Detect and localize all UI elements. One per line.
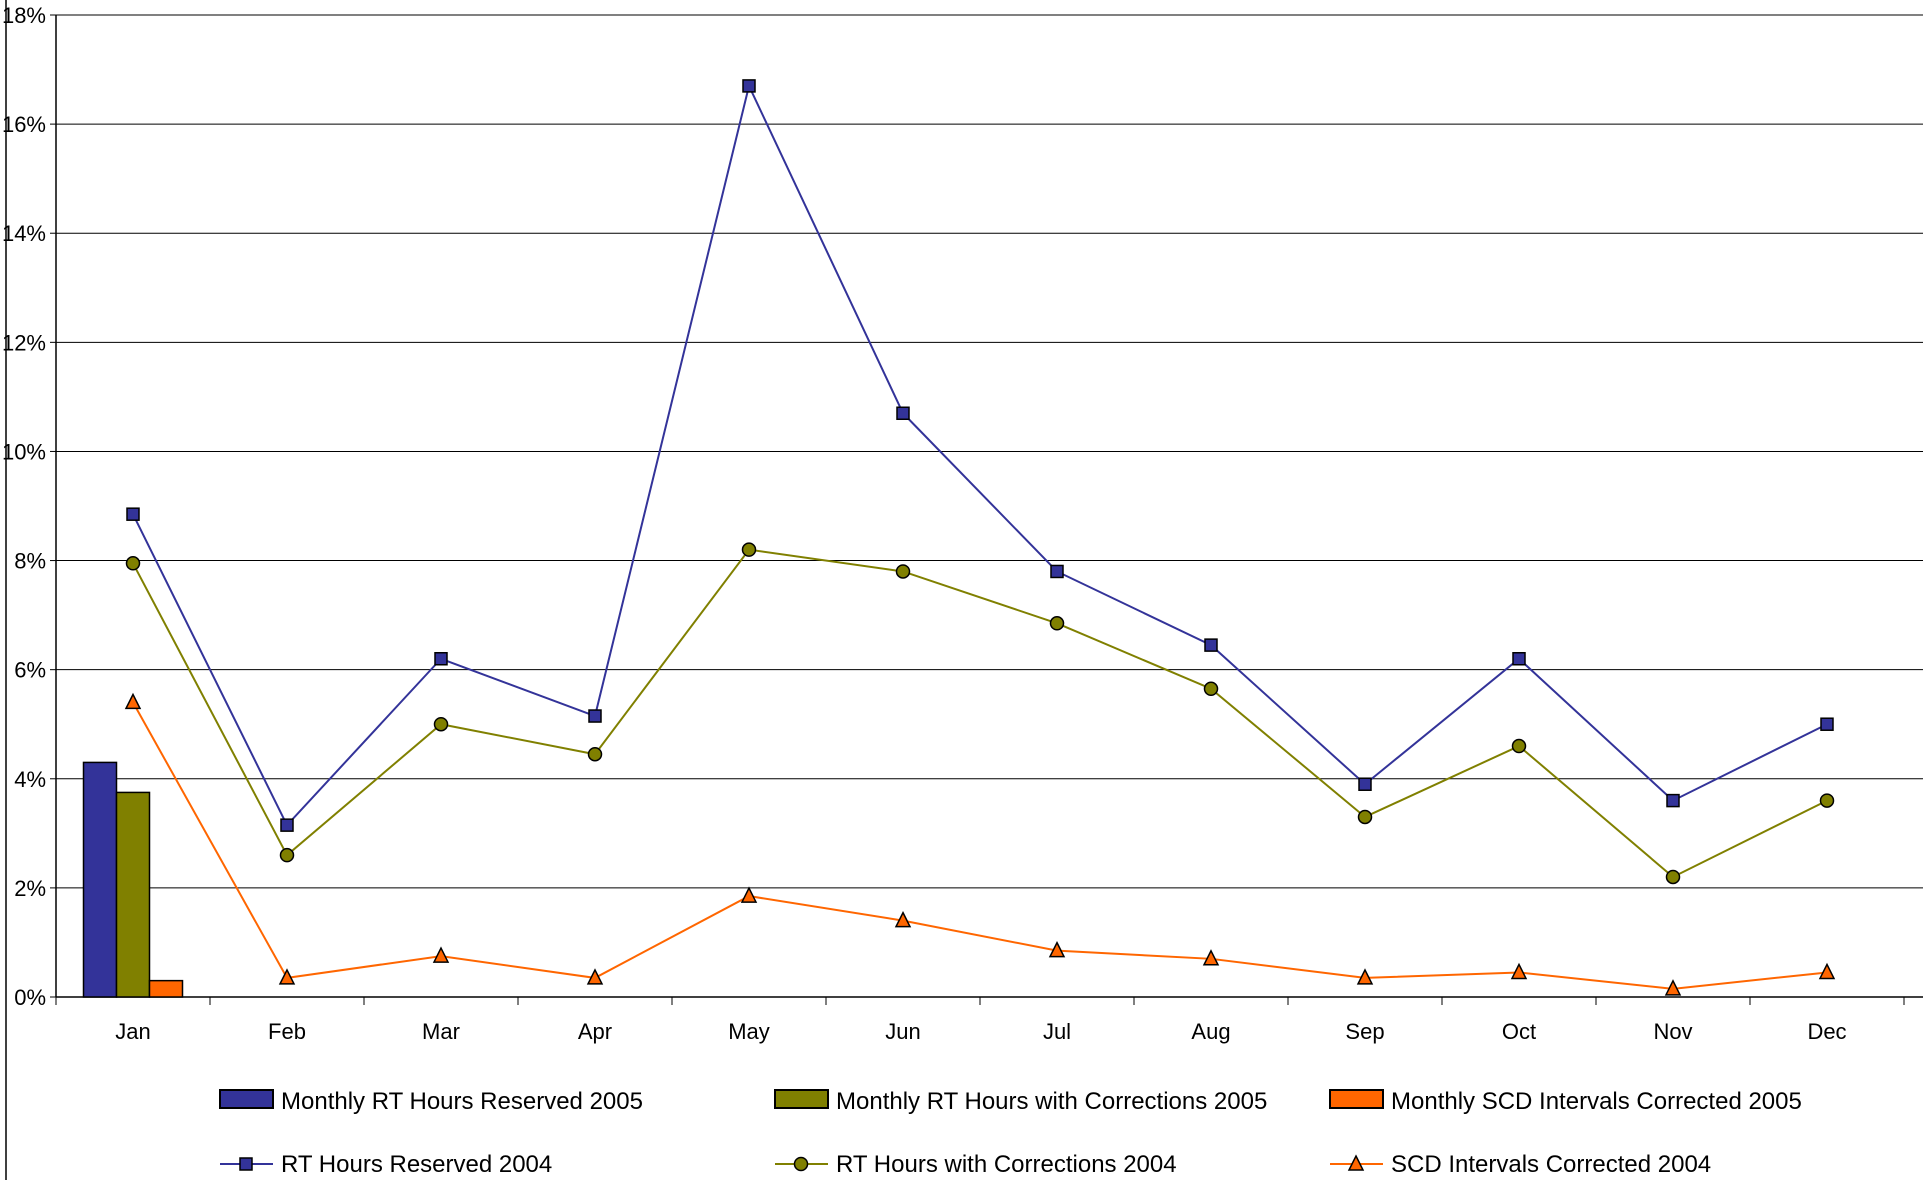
data-point — [1820, 717, 1834, 731]
data-point — [742, 79, 756, 93]
y-tick-label: 18% — [2, 3, 46, 28]
data-point — [1512, 652, 1526, 666]
data-point — [1510, 962, 1528, 980]
data-point — [1358, 777, 1372, 791]
data-point — [1204, 638, 1218, 652]
data-point — [1203, 681, 1219, 697]
x-tick-label: Apr — [578, 1019, 612, 1044]
data-point — [434, 652, 448, 666]
data-point — [280, 818, 294, 832]
series-line — [132, 701, 1828, 990]
data-point — [586, 968, 604, 985]
data-point — [1819, 793, 1835, 808]
data-point — [1049, 616, 1065, 631]
legend-label: Monthly RT Hours Reserved 2005 — [281, 1088, 643, 1115]
data-point — [1347, 1154, 1365, 1171]
data-point — [1511, 738, 1527, 754]
data-point — [1665, 869, 1681, 885]
y-tick-label: 8% — [14, 549, 46, 574]
data-point — [432, 946, 450, 963]
x-tick-label: Nov — [1653, 1019, 1692, 1044]
data-point — [1666, 793, 1680, 808]
x-tick-label: Oct — [1502, 1019, 1536, 1044]
y-tick-label: 6% — [14, 658, 46, 683]
legend-label: Monthly SCD Intervals Corrected 2005 — [1391, 1088, 1802, 1115]
y-tick-label: 4% — [14, 767, 46, 792]
y-tick-label: 12% — [2, 330, 46, 355]
grid-layer — [56, 14, 1923, 889]
legend-label: RT Hours Reserved 2004 — [281, 1151, 552, 1178]
data-point — [1048, 940, 1066, 958]
bar — [148, 979, 184, 998]
legend-swatch — [1329, 1089, 1384, 1109]
y-tick-label: 10% — [2, 439, 46, 464]
y-tick-label: 14% — [2, 221, 46, 246]
data-point — [588, 709, 602, 723]
legend-label: Monthly RT Hours with Corrections 2005 — [836, 1088, 1267, 1115]
series-line — [132, 548, 1828, 879]
x-tick-label: Dec — [1807, 1019, 1846, 1044]
x-tick-label: Sep — [1345, 1019, 1384, 1044]
data-point — [239, 1157, 253, 1171]
line-layer — [124, 79, 1836, 996]
data-point — [1357, 809, 1373, 825]
data-point — [433, 716, 449, 732]
bar — [82, 761, 118, 998]
x-tick-label: Jan — [115, 1019, 150, 1044]
y-tick-label: 2% — [14, 876, 46, 901]
data-point — [896, 406, 910, 421]
legend-label: RT Hours with Corrections 2004 — [836, 1151, 1177, 1178]
x-tick-label: Mar — [422, 1019, 460, 1044]
x-tick-label: May — [728, 1019, 770, 1044]
legend: Monthly RT Hours Reserved 2005 Monthly RT… — [219, 1088, 1802, 1178]
data-point — [126, 507, 140, 521]
series-line — [132, 82, 1828, 827]
y-tick-label: 16% — [2, 112, 46, 137]
y-tick-label: 0% — [14, 985, 46, 1010]
data-point — [1050, 564, 1064, 579]
legend-label: SCD Intervals Corrected 2004 — [1391, 1151, 1711, 1178]
data-point — [587, 746, 603, 762]
x-tick-label: Feb — [268, 1019, 306, 1044]
legend-swatch — [774, 1089, 829, 1109]
data-point — [793, 1156, 809, 1172]
data-point — [1356, 968, 1374, 985]
data-point — [741, 542, 757, 557]
data-point — [124, 692, 142, 710]
bar — [115, 791, 151, 998]
data-point — [1664, 979, 1682, 996]
data-point — [740, 886, 758, 903]
data-point — [895, 564, 911, 579]
data-point — [1202, 949, 1220, 966]
x-tick-label: Aug — [1191, 1019, 1230, 1044]
bar-layer — [82, 761, 184, 998]
data-point — [1818, 962, 1836, 980]
x-tick-label: Jun — [885, 1019, 920, 1044]
legend-swatch — [219, 1089, 274, 1109]
data-point — [279, 847, 295, 863]
x-tick-label: Jul — [1043, 1019, 1071, 1044]
data-point — [125, 556, 141, 571]
data-point — [894, 910, 912, 928]
data-point — [278, 968, 296, 985]
